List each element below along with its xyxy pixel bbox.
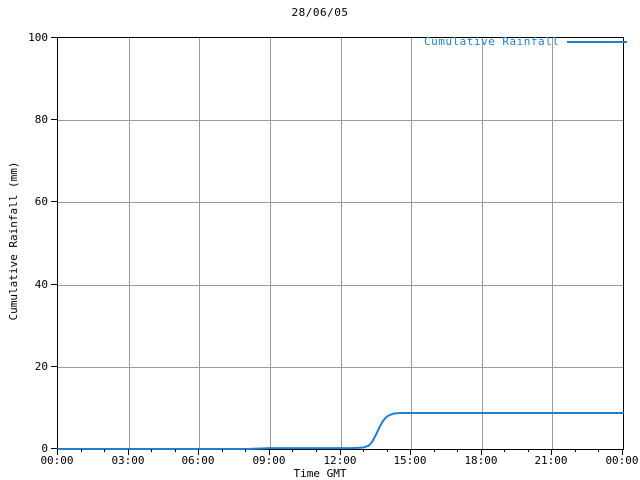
y-axis-tick (51, 201, 57, 202)
gridline-horizontal (58, 285, 623, 286)
x-axis-tick-label: 00:00 (605, 454, 639, 467)
gridline-vertical (341, 38, 342, 449)
x-axis-tick-label: 21:00 (534, 454, 568, 467)
x-axis-tick-label: 12:00 (323, 454, 357, 467)
x-axis-minor-tick (387, 449, 388, 452)
gridline-horizontal (58, 202, 623, 203)
series-line (57, 412, 624, 450)
series-cumulative-rainfall (57, 412, 624, 450)
x-axis-tick-label: 18:00 (464, 454, 498, 467)
y-axis-tick (51, 448, 57, 449)
x-axis-tick (481, 449, 482, 455)
x-axis-minor-tick (222, 449, 223, 452)
x-axis-minor-tick (528, 449, 529, 452)
x-axis-minor-tick (104, 449, 105, 452)
x-axis-tick (551, 449, 552, 455)
x-axis-minor-tick (316, 449, 317, 452)
y-axis-tick-label: 40 (34, 278, 48, 291)
x-axis-tick-label: 03:00 (111, 454, 145, 467)
x-axis-minor-tick (434, 449, 435, 452)
x-axis-tick (57, 449, 58, 455)
x-axis-tick (128, 449, 129, 455)
x-axis-tick (410, 449, 411, 455)
y-axis-title: Cumulative Rainfall (mm) (7, 161, 20, 321)
x-axis-tick-label: 15:00 (393, 454, 427, 467)
x-axis-minor-tick (175, 449, 176, 452)
y-axis-tick (51, 284, 57, 285)
chart-legend: Cumulative Rainfall (424, 34, 628, 50)
gridline-horizontal (58, 367, 623, 368)
x-axis-minor-tick (575, 449, 576, 452)
x-axis-tick-label: 06:00 (181, 454, 215, 467)
y-axis-tick (51, 37, 57, 38)
x-axis-minor-tick (363, 449, 364, 452)
y-axis-tick-label: 20 (34, 360, 48, 373)
gridline-vertical (129, 38, 130, 449)
y-axis-tick-label: 100 (28, 31, 48, 44)
y-axis-tick (51, 119, 57, 120)
x-axis-minor-tick (598, 449, 599, 452)
y-axis-tick-label: 0 (41, 442, 48, 455)
chart-title: 28/06/05 (291, 6, 349, 19)
plot-area (57, 37, 624, 450)
gridline-vertical (552, 38, 553, 449)
legend-line-swatch (567, 41, 628, 43)
x-axis-minor-tick (245, 449, 246, 452)
x-axis-minor-tick (504, 449, 505, 452)
legend-label: Cumulative Rainfall (424, 35, 560, 48)
x-axis-minor-tick (151, 449, 152, 452)
gridline-vertical (411, 38, 412, 449)
y-axis-tick-label: 60 (34, 195, 48, 208)
x-axis-title: Time GMT (293, 467, 347, 480)
y-axis-tick (51, 366, 57, 367)
x-axis-tick (340, 449, 341, 455)
x-axis-minor-tick (292, 449, 293, 452)
x-axis-tick-label: 09:00 (252, 454, 286, 467)
gridline-vertical (270, 38, 271, 449)
gridline-horizontal (58, 120, 623, 121)
plot-inner (57, 38, 624, 450)
x-axis-tick-label: 00:00 (40, 454, 74, 467)
x-axis-minor-tick (81, 449, 82, 452)
gridline-vertical (199, 38, 200, 449)
x-axis-tick (269, 449, 270, 455)
y-axis-tick-label: 80 (34, 113, 48, 126)
gridline-vertical (482, 38, 483, 449)
x-axis-minor-tick (457, 449, 458, 452)
x-axis-tick (198, 449, 199, 455)
x-axis-tick (622, 449, 623, 455)
